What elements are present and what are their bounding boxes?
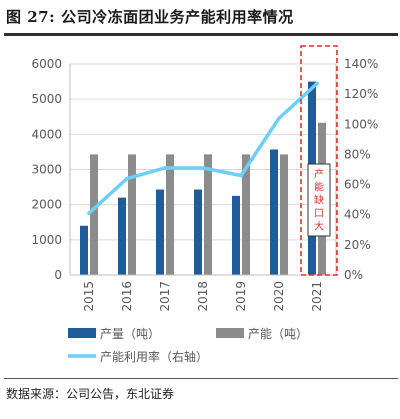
chart: 0 1000 2000 3000 4000 5000 6000 0% 20% 40% 60% 80% 1…	[31, 45, 378, 364]
x-tick-label: 2016	[120, 281, 134, 312]
figure-title: 图 27: 公司冷冻面团业务产能利用率情况	[6, 2, 398, 32]
x-tick-label: 2017	[158, 281, 172, 312]
annotation-char: 缺	[314, 194, 324, 207]
title-rule	[4, 33, 398, 36]
source-note: 数据来源：公司公告，东北证券	[6, 387, 175, 401]
y-right-tick-label: 20%	[344, 238, 371, 252]
y-left-tick-label: 1000	[31, 233, 62, 247]
y-right-tick-label: 140%	[344, 57, 378, 71]
annotation-text: 产能缺口大	[314, 168, 324, 233]
legend-label: 产能利用率（右轴）	[100, 349, 208, 364]
bar-output	[80, 225, 88, 275]
bar-output	[232, 195, 240, 275]
highlight-dashed-box	[300, 45, 338, 276]
bar-capacity	[128, 154, 136, 275]
y-right-tick-label: 40%	[344, 208, 371, 222]
y-left-tick-label: 0	[54, 268, 62, 282]
y-right-tick-label: 80%	[344, 147, 371, 161]
line-point	[315, 81, 319, 86]
y-right-tick-label: 120%	[344, 87, 378, 101]
line-point	[201, 166, 205, 170]
bar-output	[156, 189, 164, 275]
line-point	[239, 173, 243, 178]
annotation-char: 产	[314, 168, 324, 181]
line-point	[163, 166, 167, 170]
bar-capacity	[280, 154, 288, 275]
y-left-tick-label: 3000	[31, 163, 62, 177]
y-left-tick-label: 6000	[31, 57, 62, 71]
x-tick-label: 2018	[196, 281, 210, 312]
annotation-char: 大	[314, 220, 324, 233]
y-left-tick-label: 5000	[31, 92, 62, 106]
figure-number: 图 27:	[6, 8, 56, 26]
annotation-char: 能	[314, 181, 324, 194]
legend-label: 产量（吨）	[100, 327, 160, 341]
figure-title-text: 公司冷冻面团业务产能利用率情况	[61, 8, 294, 26]
x-tick-label: 2021	[310, 281, 324, 312]
line-point	[277, 116, 281, 121]
line-point	[125, 176, 129, 181]
y-left-tick-label: 4000	[31, 127, 62, 141]
bar-output	[194, 189, 202, 275]
x-tick-label: 2015	[82, 281, 96, 312]
x-tick-label: 2019	[234, 281, 248, 312]
annotation-char: 口	[314, 209, 324, 220]
y-right-tick-label: 100%	[344, 117, 378, 131]
bar-capacity	[90, 154, 98, 275]
bar-capacity	[204, 154, 212, 275]
y-right-tick-label: 0%	[344, 268, 363, 282]
line-point	[87, 211, 91, 216]
annotation-box	[307, 163, 331, 237]
bar-output	[118, 197, 126, 275]
legend-label: 产能（吨）	[248, 327, 308, 341]
source-rule	[4, 378, 398, 379]
bar-capacity	[242, 154, 250, 275]
x-tick-label: 2020	[272, 281, 286, 312]
bar-capacity	[166, 154, 174, 275]
legend-swatch	[68, 328, 96, 338]
legend-swatch	[216, 328, 244, 338]
y-right-tick-label: 60%	[344, 178, 371, 192]
bar-output	[270, 149, 278, 275]
y-left-tick-label: 2000	[31, 198, 62, 212]
